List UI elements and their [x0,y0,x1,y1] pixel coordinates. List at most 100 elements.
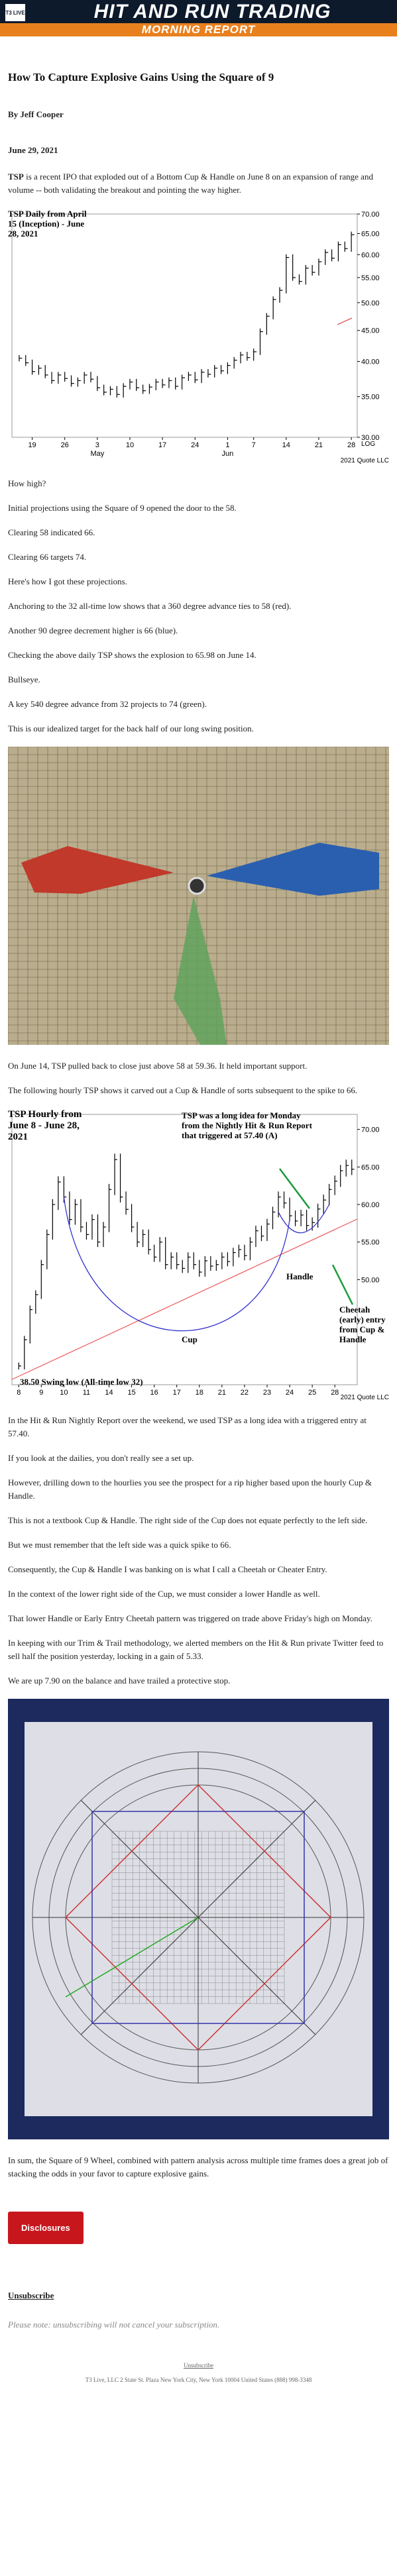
price-bar [103,384,107,396]
price-bar [345,1159,349,1177]
price-bar [38,364,42,375]
trendline [11,1218,358,1380]
paragraph: In keeping with our Trim & Trail methodo… [8,1638,384,1661]
price-bar [84,372,87,384]
price-bar [323,1194,326,1214]
price-bar [253,349,257,361]
blue-arrow [207,843,379,896]
month-label: May [90,450,104,458]
paragraph: This is not a textbook Cup & Handle. The… [8,1515,368,1525]
x-tick-label: 17 [173,1389,181,1397]
content: How To Capture Explosive Gains Using the… [0,71,397,2383]
paragraph: This is our idealized target for the bac… [8,724,254,733]
price-bar [221,1252,225,1269]
price-bar [116,386,120,398]
price-bar [168,377,172,388]
price-bar [329,1183,332,1206]
price-bar [148,1229,151,1255]
red-mark [337,317,353,325]
price-bar [97,376,101,392]
x-tick-label: 7 [252,441,256,449]
price-bar [69,1191,72,1225]
price-bar [279,287,283,303]
price-bar [266,1218,270,1242]
x-tick-label: 21 [218,1389,226,1397]
x-tick-label: 15 [127,1389,135,1397]
price-bar [247,352,251,361]
price-bar [260,1225,264,1242]
x-tick-label: 3 [95,441,99,449]
price-bar [129,378,133,390]
price-bar [312,1217,315,1231]
footer-unsubscribe[interactable]: Unsubscribe [184,2362,213,2369]
spoke [198,1799,316,1918]
credit: 2021 Quote LLC [341,457,389,464]
y-tick-label: 35.00 [361,394,380,402]
arrow [279,1168,310,1209]
scale-label: LOG [361,441,375,448]
y-tick-label: 55.00 [361,1239,380,1247]
plot-frame [11,1114,358,1385]
y-tick-label: 45.00 [361,327,380,335]
unsubscribe-note: Please note: unsubscribing will not canc… [8,2320,220,2330]
x-tick-label: 8 [17,1389,21,1397]
price-bar [286,254,290,294]
y-tick-label: 70.00 [361,1126,380,1134]
footer-address: T3 Live, LLC 2 State St. Plaza New York … [85,2377,312,2383]
price-bar [199,1260,202,1277]
price-bar [114,1154,117,1195]
price-bar [40,1260,44,1299]
price-bar [331,249,335,262]
price-bar [312,264,315,276]
x-tick-label: 25 [308,1389,316,1397]
price-bar [272,1207,276,1230]
price-bar [298,274,302,285]
y-tick-label: 60.00 [361,1201,380,1209]
price-bar [294,1210,298,1226]
price-bar [318,258,322,276]
price-bar [272,296,276,320]
annotation: 38.50 Swing low (All-time low 32) [20,1377,143,1387]
price-bar [123,383,127,398]
paragraph: In the Hit & Run Nightly Report over the… [8,1415,367,1438]
paragraph: Another 90 degree decrement higher is 66… [8,625,178,635]
paragraph: However, drilling down to the hourlies y… [8,1477,372,1501]
price-bar [175,377,179,390]
price-bar [227,362,231,374]
y-tick-label: 30.00 [361,434,380,442]
price-bar [204,1256,208,1277]
green-line [65,1917,199,1998]
price-bar [289,1197,292,1221]
square-of-9-wheel [8,1699,389,2139]
price-bar [306,1209,310,1231]
price-bar [334,1175,338,1195]
paragraph: How high? [8,478,46,488]
handle-curve [278,1204,330,1234]
price-bar [58,372,62,384]
paragraph: In sum, the Square of 9 Wheel, combined … [8,2155,388,2178]
price-bar [283,1191,287,1208]
unsubscribe-link[interactable]: Unsubscribe [8,2290,54,2300]
disclosures-button[interactable]: Disclosures [8,2212,84,2244]
y-tick-label: 50.00 [361,1276,380,1284]
cup-curve [63,1197,290,1332]
y-tick-label: 40.00 [361,358,380,366]
x-tick-label: 10 [60,1389,68,1397]
price-bar [52,1199,56,1240]
paragraph: We are up 7.90 on the balance and have t… [8,1676,231,1686]
daily-chart: 70.00 65.00 60.00 55.00 50.00 45.00 40.00 35.00… [8,209,389,464]
price-bar [70,375,74,387]
paragraph: Bullseye. [8,674,40,684]
price-bar [109,386,113,396]
price-bar [214,364,218,378]
x-tick-label: 17 [158,441,166,449]
price-bar [240,352,244,364]
y-tick-label: 65.00 [361,1163,380,1171]
x-tick-label: 26 [61,441,69,449]
x-tick-label: 11 [83,1389,90,1397]
price-bar [19,354,23,362]
price-bar [125,1191,129,1215]
credit: 2021 Quote LLC [341,1394,389,1401]
price-bar [85,1222,89,1240]
y-tick-label: 70.00 [361,211,380,219]
